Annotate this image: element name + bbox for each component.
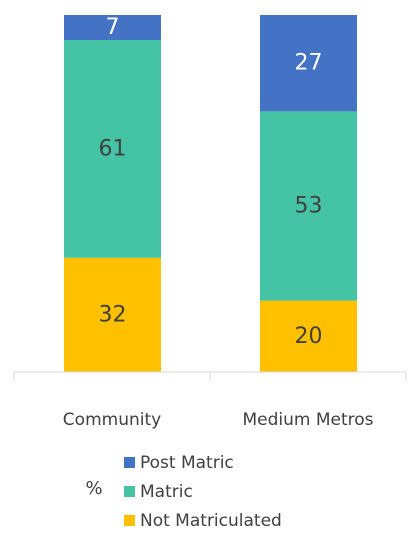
legend-label-matric: Matric xyxy=(140,482,193,502)
unit-label: % xyxy=(85,478,102,499)
category-label-medium-metros: Medium Metros xyxy=(242,410,373,430)
data-label-community-matric: 61 xyxy=(99,136,127,161)
bar-community-not-matriculated xyxy=(64,257,161,372)
category-labels-group: Community Medium Metros xyxy=(63,410,374,430)
bar-medium-metros-not-matriculated xyxy=(260,300,357,372)
data-label-community-post-matric: 7 xyxy=(106,15,120,40)
bar-medium-metros-post-matric xyxy=(260,15,357,112)
bar-community-post-matric xyxy=(64,15,161,40)
data-label-medium-metros-post-matric: 27 xyxy=(295,51,323,76)
category-label-community: Community xyxy=(63,410,161,430)
legend-swatch-matric xyxy=(124,486,135,497)
legend-label-not-matriculated: Not Matriculated xyxy=(140,511,282,531)
data-label-community-not-matriculated: 32 xyxy=(99,302,127,327)
data-labels-group: 32 61 7 20 53 27 xyxy=(99,15,323,349)
legend: Post Matric Matric Not Matriculated xyxy=(124,453,282,531)
bar-community-matric xyxy=(64,39,161,258)
legend-swatch-not-matriculated xyxy=(124,515,135,526)
bars-group xyxy=(64,15,357,372)
data-label-medium-metros-matric: 53 xyxy=(295,193,323,218)
legend-swatch-post-matric xyxy=(124,457,135,468)
bar-medium-metros-matric xyxy=(260,111,357,301)
legend-label-post-matric: Post Matric xyxy=(140,453,234,473)
data-label-medium-metros-not-matriculated: 20 xyxy=(295,324,323,349)
